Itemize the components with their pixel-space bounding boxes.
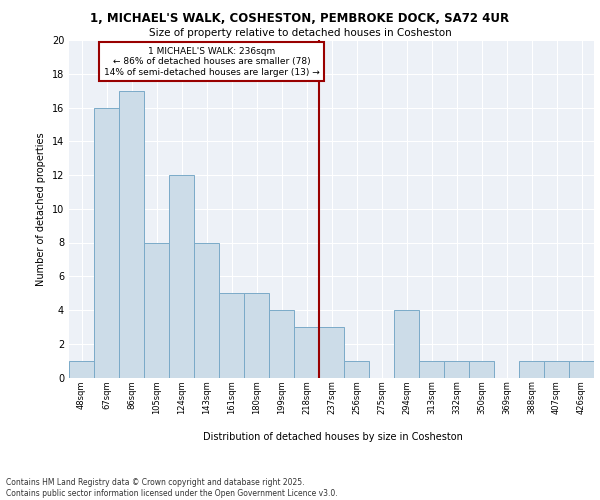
Bar [169, 175, 194, 378]
Bar [294, 327, 319, 378]
Text: Distribution of detached houses by size in Cosheston: Distribution of detached houses by size … [203, 432, 463, 442]
Bar [569, 360, 594, 378]
Bar [69, 360, 94, 378]
Bar [244, 293, 269, 378]
Text: Contains HM Land Registry data © Crown copyright and database right 2025.
Contai: Contains HM Land Registry data © Crown c… [6, 478, 338, 498]
Bar [144, 242, 169, 378]
Text: 1 MICHAEL'S WALK: 236sqm
← 86% of detached houses are smaller (78)
14% of semi-d: 1 MICHAEL'S WALK: 236sqm ← 86% of detach… [104, 47, 319, 76]
Bar [394, 310, 419, 378]
Text: Size of property relative to detached houses in Cosheston: Size of property relative to detached ho… [149, 28, 451, 38]
Bar [269, 310, 294, 378]
Bar [94, 108, 119, 378]
Bar [344, 360, 369, 378]
Y-axis label: Number of detached properties: Number of detached properties [36, 132, 46, 286]
Bar [219, 293, 244, 378]
Bar [544, 360, 569, 378]
Bar [194, 242, 219, 378]
Text: 1, MICHAEL'S WALK, COSHESTON, PEMBROKE DOCK, SA72 4UR: 1, MICHAEL'S WALK, COSHESTON, PEMBROKE D… [91, 12, 509, 26]
Bar [119, 90, 144, 378]
Bar [419, 360, 444, 378]
Bar [319, 327, 344, 378]
Bar [469, 360, 494, 378]
Bar [444, 360, 469, 378]
Bar [519, 360, 544, 378]
